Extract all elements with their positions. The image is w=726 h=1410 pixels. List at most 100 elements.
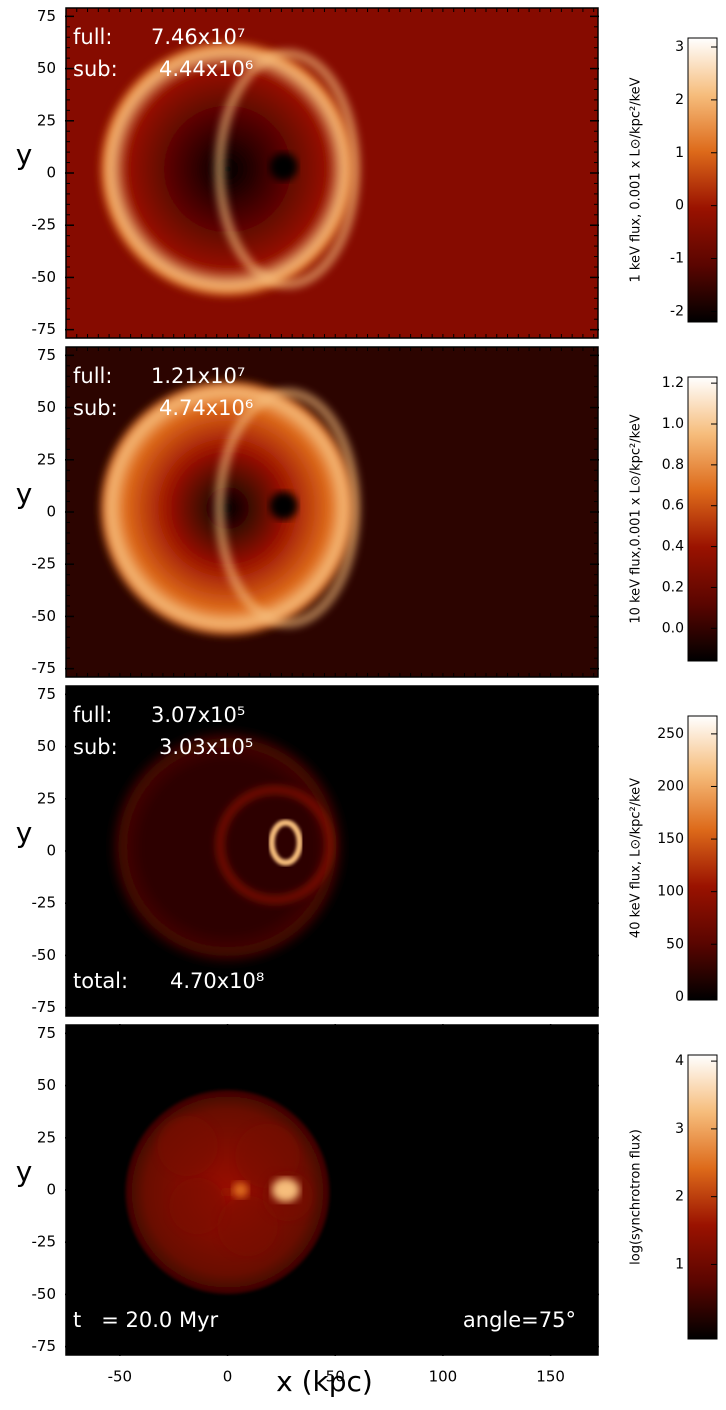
y-tick-label: -25 [32,216,57,234]
y-tick-label: -50 [32,268,57,286]
image [66,686,598,1016]
colorbar [687,715,718,1001]
emission [215,785,334,904]
colorbar-label: 40 keV flux, L⊙/kpc²/keV [629,778,644,938]
y-tick-label: 75 [37,1024,56,1042]
annotation-value: 4.74x10⁶ [159,396,253,420]
annotation-value: 3.03x10⁵ [159,735,253,759]
colorbar-tick-label: 3 [675,1121,684,1137]
y-tick-label: -25 [32,555,57,573]
x-tick-label: 50 [326,1368,345,1386]
y-tick-label: 50 [37,398,56,416]
y-tick-label: -75 [32,1337,57,1355]
colorbar-tick-label: 200 [657,778,684,794]
x-tick-label: -50 [108,1368,133,1386]
y-tick-label: 0 [46,842,56,860]
y-tick-label: -50 [32,607,57,625]
annotation-label: full: [73,25,112,49]
annotation-label: t = 20.0 Myr [73,1308,219,1332]
colorbar-tick-label: 2 [675,92,684,108]
y-tick-label: -50 [32,1285,57,1303]
colorbar-tick-label: 0 [675,989,684,1005]
annotation-label: sub: [73,57,118,81]
colorbar-tick-label: 4 [675,1053,684,1069]
annotation-label: sub: [73,396,118,420]
y-tick-label: -25 [32,894,57,912]
x-tick-label: 0 [223,1368,233,1386]
annotation-value: 1.21x10⁷ [151,364,245,388]
y-tick-label: 50 [37,1076,56,1094]
x-tick-label: 150 [536,1368,565,1386]
image [66,1025,598,1355]
y-tick-label: 50 [37,59,56,77]
colorbar-tick-label: 0 [675,198,684,214]
annotation-label: sub: [73,735,118,759]
y-tick-label: 25 [37,111,56,129]
y-tick-label: 0 [46,503,56,521]
colorbar-tick-label: 0.6 [662,498,684,514]
y-tick-label: 25 [37,450,56,468]
y-axis-label: y [16,138,33,171]
colorbar-tick-label: 0.8 [662,457,684,473]
image [66,347,598,677]
colorbar-tick-label: 100 [657,884,684,900]
colorbar-tick-label: 50 [666,936,684,952]
colorbar-tick-label: 250 [657,726,684,742]
y-tick-label: 25 [37,1128,56,1146]
colorbar [687,376,718,662]
annotation-label: total: [73,969,128,993]
colorbar-tick-label: 0.2 [662,579,684,595]
y-tick-label: 25 [37,789,56,807]
colorbar-tick-label: 0.4 [662,539,684,555]
image [66,8,598,338]
y-tick-label: 0 [46,164,56,182]
emission [157,1116,218,1176]
y-tick-label: 0 [46,1181,56,1199]
y-tick-label: -75 [32,320,57,338]
y-tick-label: -75 [32,659,57,677]
emission [97,378,358,638]
annotation-label: full: [73,364,112,388]
colorbar-tick-label: 0.0 [662,620,684,636]
emission [169,1178,226,1234]
colorbar-label: 1 keV flux, 0.001 x L⊙/kpc²/keV [629,77,644,282]
colorbar-tick-label: 1.2 [662,375,684,391]
colorbar-tick-label: -1 [670,251,684,267]
emission [269,152,298,181]
colorbar-tick-label: 2 [675,1189,684,1205]
annotation-value: 4.70x10⁸ [170,969,264,993]
y-tick-label: 75 [37,685,56,703]
colorbar-tick-label: -2 [670,303,684,319]
colorbar-label: 10 keV flux,0.001 x L⊙/kpc²/keV [629,414,644,623]
colorbar-tick-label: 150 [657,831,684,847]
y-axis-label: y [16,816,33,849]
emission [97,39,358,299]
emission [268,819,303,866]
x-axis-label: x (kpc) [276,1365,373,1398]
annotation-value: 4.44x10⁶ [159,57,253,81]
colorbar [687,37,718,323]
emission [214,49,361,289]
emission [271,1178,300,1202]
emission [217,1196,278,1256]
annotation: angle=75° [463,1308,576,1332]
y-axis-label: y [16,1155,33,1188]
y-tick-label: 75 [37,346,56,364]
colorbar-tick-label: 1 [675,145,684,161]
annotation-label: full: [73,703,112,727]
y-tick-label: -50 [32,946,57,964]
emission [214,388,361,628]
colorbar-tick-label: 1.0 [662,416,684,432]
colorbar-tick-label: 1 [675,1256,684,1272]
annotation-value: 7.46x10⁷ [151,25,245,49]
y-axis-label: y [16,477,33,510]
y-tick-label: -75 [32,998,57,1016]
colorbar-label: log(synchrotron flux) [629,1129,644,1265]
emission [105,725,350,969]
annotation-value: 3.07x10⁵ [151,703,245,727]
y-tick-label: -25 [32,1233,57,1251]
y-tick-label: 75 [37,7,56,25]
x-tick-label: 100 [429,1368,458,1386]
emission [269,491,298,520]
